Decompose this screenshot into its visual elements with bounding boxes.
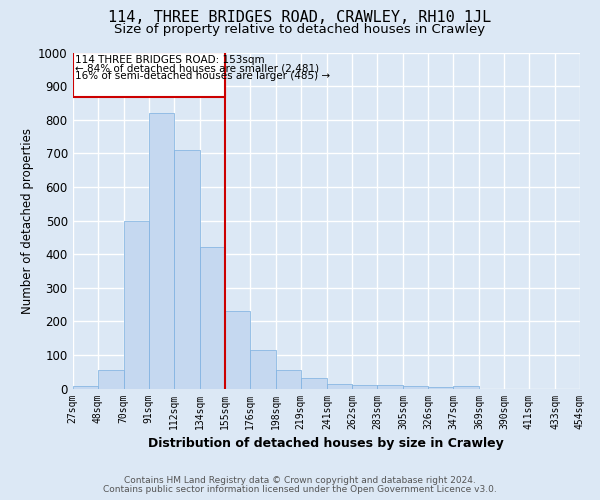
Bar bbox=[225, 312, 250, 388]
Text: ← 84% of detached houses are smaller (2,481): ← 84% of detached houses are smaller (2,… bbox=[75, 64, 319, 74]
Text: 114 THREE BRIDGES ROAD: 153sqm: 114 THREE BRIDGES ROAD: 153sqm bbox=[75, 55, 265, 65]
Text: Size of property relative to detached houses in Crawley: Size of property relative to detached ho… bbox=[115, 22, 485, 36]
Y-axis label: Number of detached properties: Number of detached properties bbox=[21, 128, 34, 314]
Bar bbox=[327, 384, 352, 388]
Bar bbox=[98, 370, 124, 388]
Bar bbox=[73, 52, 225, 97]
Bar bbox=[453, 386, 479, 388]
Text: Contains public sector information licensed under the Open Government Licence v3: Contains public sector information licen… bbox=[103, 484, 497, 494]
Bar bbox=[149, 113, 173, 388]
Bar bbox=[377, 385, 403, 388]
Bar bbox=[173, 150, 200, 388]
Text: 114, THREE BRIDGES ROAD, CRAWLEY, RH10 1JL: 114, THREE BRIDGES ROAD, CRAWLEY, RH10 1… bbox=[109, 10, 491, 25]
Bar bbox=[403, 386, 428, 388]
Bar bbox=[352, 385, 377, 388]
Bar bbox=[428, 387, 453, 388]
Bar bbox=[276, 370, 301, 388]
Bar bbox=[301, 378, 327, 388]
Bar bbox=[200, 248, 225, 388]
Bar bbox=[73, 386, 98, 388]
X-axis label: Distribution of detached houses by size in Crawley: Distribution of detached houses by size … bbox=[148, 437, 504, 450]
Text: Contains HM Land Registry data © Crown copyright and database right 2024.: Contains HM Land Registry data © Crown c… bbox=[124, 476, 476, 485]
Bar bbox=[250, 350, 276, 389]
Bar bbox=[124, 220, 149, 388]
Text: 16% of semi-detached houses are larger (485) →: 16% of semi-detached houses are larger (… bbox=[75, 72, 330, 82]
